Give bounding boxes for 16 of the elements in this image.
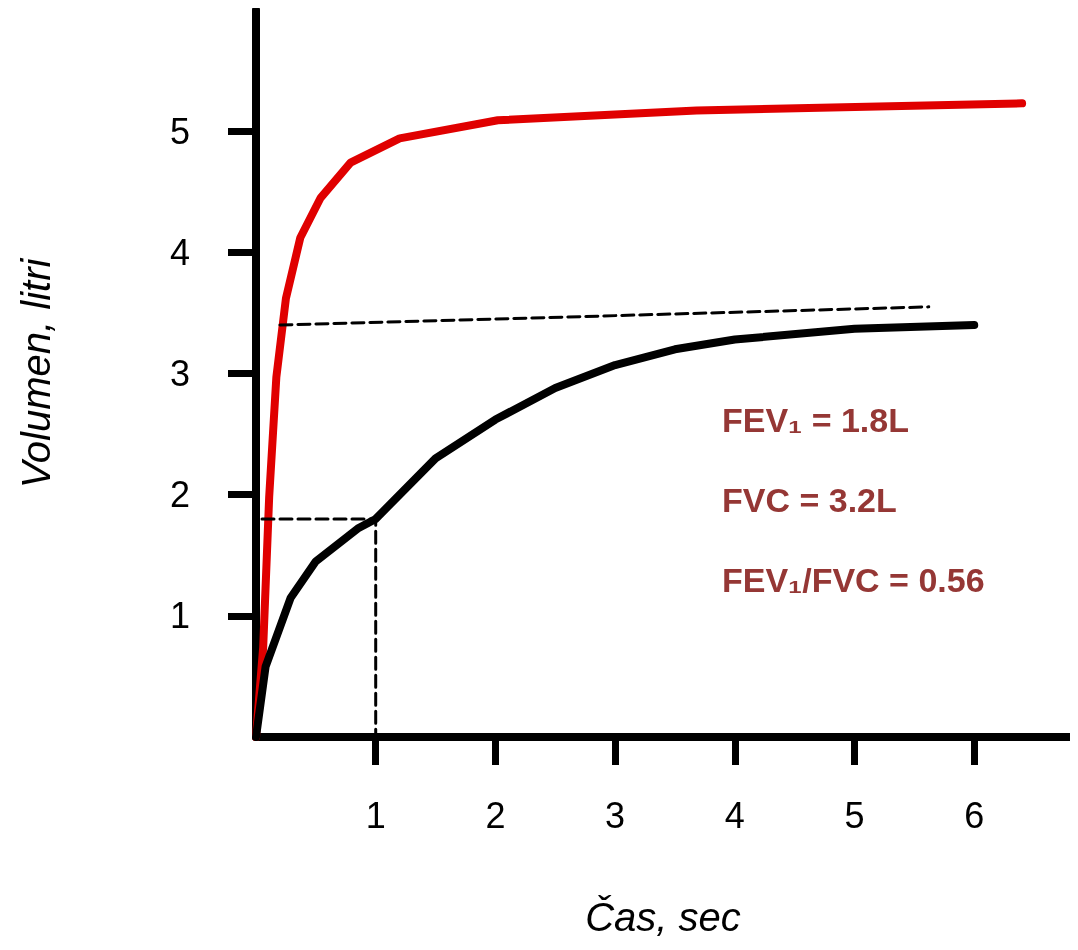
x-tick-label: 1 [365, 794, 386, 836]
annotation: FVC = 3.2L [722, 481, 897, 519]
y-tick-label: 2 [169, 474, 190, 516]
x-tick-label: 6 [964, 794, 985, 836]
x-tick-label: 3 [605, 794, 626, 836]
x-tick-label: 5 [844, 794, 865, 836]
x-axis-title: Čas, sec [585, 895, 741, 939]
x-tick-label: 4 [724, 794, 745, 836]
annotation: FEV₁ = 1.8L [722, 401, 909, 439]
x-tick-label: 2 [485, 794, 506, 836]
y-tick-label: 4 [169, 231, 190, 273]
y-tick-label: 1 [169, 595, 190, 637]
y-tick-label: 3 [169, 353, 190, 394]
y-axis-title: Volumen, litri [14, 257, 58, 489]
annotation: FEV₁/FVC = 0.56 [722, 561, 985, 599]
y-tick-label: 5 [169, 110, 190, 152]
